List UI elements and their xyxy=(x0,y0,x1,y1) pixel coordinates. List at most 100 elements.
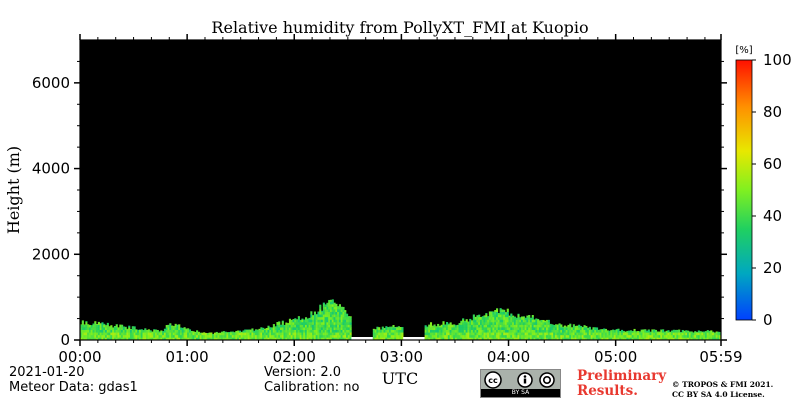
date-text: 2021-01-20 xyxy=(9,365,85,380)
rh-cell xyxy=(601,329,604,331)
rh-cell xyxy=(581,337,584,341)
rh-cell xyxy=(522,316,525,320)
rh-cell xyxy=(269,327,272,331)
rh-cell xyxy=(342,327,345,331)
rh-cell xyxy=(340,322,343,325)
rh-cell xyxy=(626,334,629,338)
rh-cell xyxy=(128,325,131,328)
rh-cell xyxy=(428,327,431,331)
rh-cell xyxy=(553,324,556,328)
rh-cell xyxy=(451,337,454,341)
rh-cell xyxy=(646,332,649,336)
rh-cell xyxy=(94,337,97,341)
rh-cell xyxy=(317,316,320,320)
rh-cell xyxy=(501,337,504,341)
rh-cell xyxy=(504,337,508,341)
rh-cell xyxy=(112,337,115,341)
rh-cell xyxy=(215,331,218,333)
rh-cell xyxy=(499,319,502,323)
rh-cell xyxy=(628,330,631,333)
rh-cell xyxy=(488,332,491,336)
rh-cell xyxy=(608,334,611,338)
rh-cell xyxy=(372,328,375,331)
rh-cell xyxy=(231,331,234,333)
rh-cell xyxy=(497,319,500,323)
rh-cell xyxy=(128,332,131,336)
rh-cell xyxy=(324,334,327,338)
rh-cell xyxy=(615,334,618,338)
rh-cell xyxy=(581,329,584,333)
rh-cell xyxy=(292,319,295,323)
rh-cell xyxy=(278,324,281,328)
rh-cell xyxy=(297,332,300,336)
rh-cell xyxy=(101,324,104,328)
rh-cell xyxy=(81,320,84,323)
colorbar-tick-label: 80 xyxy=(763,103,782,121)
rh-cell xyxy=(296,319,299,323)
rh-cell xyxy=(103,327,106,331)
rh-cell xyxy=(140,337,143,341)
rh-cell xyxy=(296,329,299,333)
rh-cell xyxy=(281,332,284,336)
rh-cell xyxy=(490,314,493,318)
rh-cell xyxy=(594,334,597,338)
rh-cell xyxy=(153,332,156,336)
rh-cell xyxy=(178,332,181,336)
rh-cell xyxy=(392,337,395,341)
rh-cell xyxy=(504,314,508,318)
rh-cell xyxy=(256,334,259,338)
rh-cell xyxy=(324,319,327,323)
rh-cell xyxy=(633,334,636,338)
rh-cell xyxy=(551,324,554,328)
rh-cell xyxy=(669,331,672,333)
rh-cell xyxy=(488,319,491,323)
rh-cell xyxy=(617,337,620,341)
rh-cell xyxy=(551,329,554,333)
rh-cell xyxy=(176,324,179,328)
rh-cell xyxy=(424,334,427,338)
rh-cell xyxy=(653,329,656,331)
rh-cell xyxy=(558,323,561,325)
rh-cell xyxy=(453,324,456,328)
rh-cell xyxy=(308,322,311,325)
rh-cell xyxy=(478,337,481,341)
rh-cell xyxy=(481,334,484,338)
rh-cell xyxy=(626,330,629,333)
rh-cell xyxy=(372,332,375,336)
rh-cell xyxy=(324,306,327,310)
rh-cell xyxy=(349,332,352,336)
rh-cell xyxy=(587,332,590,336)
rh-cell xyxy=(528,316,531,320)
rh-cell xyxy=(322,332,325,336)
rh-cell xyxy=(83,332,86,336)
rh-cell xyxy=(335,322,338,325)
rh-cell xyxy=(119,332,122,336)
rh-cell xyxy=(329,304,333,307)
rh-cell xyxy=(322,302,325,305)
rh-cell xyxy=(260,337,263,341)
rh-cell xyxy=(524,317,527,320)
rh-cell xyxy=(117,337,120,341)
rh-cell xyxy=(533,329,536,333)
rh-cell xyxy=(549,327,552,331)
rh-cell xyxy=(442,337,445,341)
rh-cell xyxy=(213,334,216,338)
rh-cell xyxy=(176,327,179,331)
rh-cell xyxy=(578,327,581,331)
rh-cell xyxy=(579,337,583,341)
rh-cell xyxy=(328,327,331,331)
rh-cell xyxy=(533,334,536,338)
rh-cell xyxy=(488,314,491,318)
rh-cell xyxy=(481,322,484,325)
rh-cell xyxy=(601,334,604,338)
rh-cell xyxy=(640,332,643,336)
rh-cell xyxy=(679,332,683,336)
rh-cell xyxy=(617,332,620,336)
rh-cell xyxy=(315,322,318,325)
rh-cell xyxy=(526,334,529,338)
rh-cell xyxy=(94,321,97,323)
rh-cell xyxy=(506,334,509,338)
rh-cell xyxy=(646,337,649,341)
rh-cell xyxy=(685,337,688,341)
rh-cell xyxy=(115,332,118,336)
